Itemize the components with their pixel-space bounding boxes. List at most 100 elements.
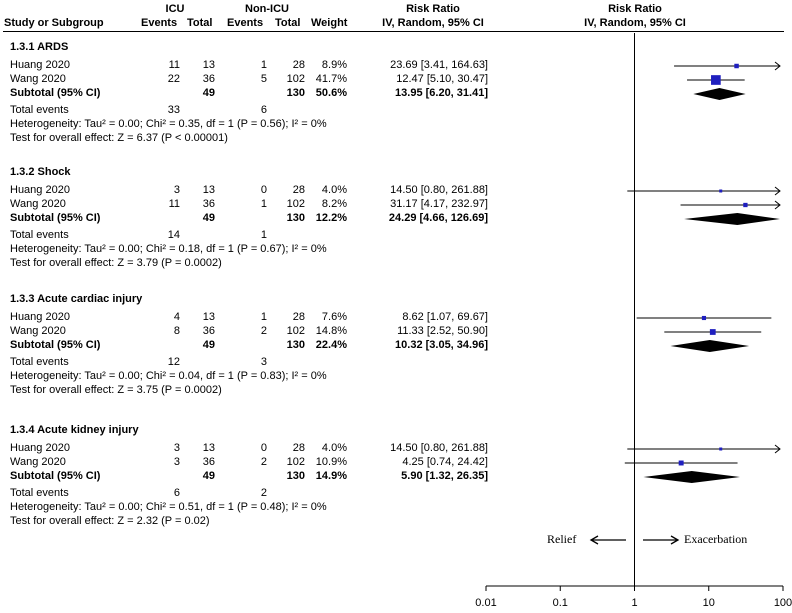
ci-cell: 14.50 [0.80, 261.88] xyxy=(390,442,488,454)
nonicu-events-cell: 2 xyxy=(260,325,267,337)
study-name: Wang 2020 xyxy=(10,456,66,468)
nonicu-events-cell: 1 xyxy=(260,198,267,210)
nonicu-total-cell: 102 xyxy=(286,73,305,85)
subtotal-icu-total: 49 xyxy=(202,470,215,482)
nonicu-events-header: Events xyxy=(227,17,264,29)
study-name: Huang 2020 xyxy=(10,442,70,454)
subtotal-icu-total: 49 xyxy=(202,339,215,351)
icu-total-header: Total xyxy=(187,17,213,29)
nonicu-events-cell: 0 xyxy=(260,442,267,454)
total-events-icu: 33 xyxy=(167,104,180,116)
weight-cell: 4.0% xyxy=(321,442,347,454)
overall-effect-text: Test for overall effect: Z = 3.79 (P = 0… xyxy=(10,257,222,269)
overall-effect-text: Test for overall effect: Z = 3.75 (P = 0… xyxy=(10,384,222,396)
x-tick-label: 10 xyxy=(703,597,715,609)
relief-arrow-head xyxy=(589,535,599,545)
header-rule xyxy=(3,31,784,32)
study-square xyxy=(709,329,716,335)
heterogeneity-text: Heterogeneity: Tau² = 0.00; Chi² = 0.35,… xyxy=(10,118,327,130)
nonicu-events-cell: 1 xyxy=(260,311,267,323)
subtotal-diamond xyxy=(693,88,746,100)
subtotal-nonicu-total: 130 xyxy=(286,470,305,482)
study-col-header: Study or Subgroup xyxy=(4,17,104,29)
ci-cell: 8.62 [1.07, 69.67] xyxy=(402,311,488,323)
total-events-label: Total events xyxy=(10,229,69,241)
subtotal-ci: 10.32 [3.05, 34.96] xyxy=(395,339,488,351)
ci-cell: 14.50 [0.80, 261.88] xyxy=(390,184,488,196)
icu-total-cell: 13 xyxy=(202,59,215,71)
total-events-nonicu: 2 xyxy=(260,487,267,499)
weight-cell: 7.6% xyxy=(321,311,347,323)
icu-total-cell: 13 xyxy=(202,184,215,196)
subtotal-diamond xyxy=(670,340,750,352)
icu-total-cell: 36 xyxy=(202,325,215,337)
ci-arrow-right xyxy=(774,200,781,210)
total-events-icu: 6 xyxy=(173,487,180,499)
plot-title-header: Risk Ratio xyxy=(608,3,662,15)
subtotal-label: Subtotal (95% CI) xyxy=(10,87,101,99)
subtotal-ci: 5.90 [1.32, 26.35] xyxy=(401,470,488,482)
heterogeneity-text: Heterogeneity: Tau² = 0.00; Chi² = 0.04,… xyxy=(10,370,327,382)
subtotal-label: Subtotal (95% CI) xyxy=(10,470,101,482)
icu-events-cell: 22 xyxy=(167,73,180,85)
x-tick-label: 1 xyxy=(631,597,637,609)
rr-title-header: Risk Ratio xyxy=(406,3,460,15)
subtotal-weight: 22.4% xyxy=(315,339,347,351)
total-events-label: Total events xyxy=(10,104,69,116)
heterogeneity-text: Heterogeneity: Tau² = 0.00; Chi² = 0.18,… xyxy=(10,243,327,255)
nonicu-events-cell: 2 xyxy=(260,456,267,468)
study-name: Wang 2020 xyxy=(10,198,66,210)
icu-events-cell: 8 xyxy=(173,325,180,337)
total-events-nonicu: 1 xyxy=(260,229,267,241)
subtotal-nonicu-total: 130 xyxy=(286,212,305,224)
subtotal-ci: 24.29 [4.66, 126.69] xyxy=(388,212,488,224)
weight-cell: 4.0% xyxy=(321,184,347,196)
weight-cell: 10.9% xyxy=(315,456,347,468)
total-events-label: Total events xyxy=(10,356,69,368)
overall-effect-text: Test for overall effect: Z = 6.37 (P < 0… xyxy=(10,132,228,144)
icu-events-header: Events xyxy=(141,17,178,29)
study-name: Huang 2020 xyxy=(10,59,70,71)
heterogeneity-text: Heterogeneity: Tau² = 0.00; Chi² = 0.51,… xyxy=(10,501,327,513)
nonicu-total-cell: 28 xyxy=(292,59,305,71)
icu-total-cell: 36 xyxy=(202,73,215,85)
subtotal-diamond xyxy=(643,471,740,483)
weight-cell: 8.2% xyxy=(321,198,347,210)
subtotal-nonicu-total: 130 xyxy=(286,339,305,351)
nonicu-total-cell: 28 xyxy=(292,184,305,196)
subtotal-icu-total: 49 xyxy=(202,87,215,99)
total-events-icu: 14 xyxy=(167,229,180,241)
icu-events-cell: 11 xyxy=(168,59,180,71)
nonicu-total-cell: 102 xyxy=(286,325,305,337)
subtotal-nonicu-total: 130 xyxy=(286,87,305,99)
weight-cell: 14.8% xyxy=(315,325,347,337)
subtotal-diamond xyxy=(684,213,780,225)
ci-cell: 31.17 [4.17, 232.97] xyxy=(390,198,488,210)
weight-header: Weight xyxy=(311,17,348,29)
study-square xyxy=(719,447,723,451)
x-tick-label: 100 xyxy=(774,597,792,609)
study-square xyxy=(719,189,723,193)
x-tick-label: 0.1 xyxy=(553,597,568,609)
nonicu-total-cell: 28 xyxy=(292,442,305,454)
ci-cell: 12.47 [5.10, 30.47] xyxy=(396,73,488,85)
study-name: Wang 2020 xyxy=(10,73,66,85)
weight-cell: 8.9% xyxy=(321,59,347,71)
study-name: Wang 2020 xyxy=(10,325,66,337)
nonicu-events-cell: 5 xyxy=(260,73,267,85)
icu-total-cell: 13 xyxy=(202,442,215,454)
total-events-nonicu: 6 xyxy=(260,104,267,116)
ci-cell: 4.25 [0.74, 24.42] xyxy=(402,456,488,468)
nonicu-total-header: Total xyxy=(275,17,301,29)
icu-events-cell: 4 xyxy=(173,311,180,323)
icu-events-cell: 11 xyxy=(168,198,180,210)
ci-arrow-right xyxy=(774,186,781,196)
icu-total-cell: 13 xyxy=(202,311,215,323)
group-title: 1.3.1 ARDS xyxy=(10,41,69,53)
group-title: 1.3.2 Shock xyxy=(10,166,71,178)
rr-method-header: IV, Random, 95% CI xyxy=(382,17,484,29)
total-events-nonicu: 3 xyxy=(260,356,267,368)
subtotal-weight: 12.2% xyxy=(315,212,347,224)
group-title: 1.3.3 Acute cardiac injury xyxy=(10,293,143,305)
